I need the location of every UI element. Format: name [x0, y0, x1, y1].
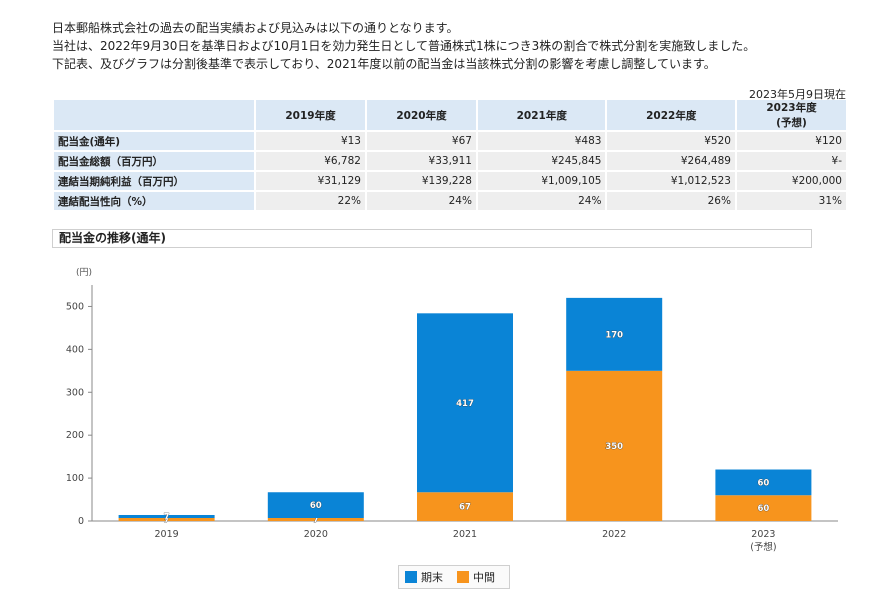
bar-segment — [566, 297, 663, 371]
y-tick-label: 500 — [66, 301, 84, 312]
y-tick-label: 400 — [66, 344, 84, 355]
table-row: 配当金総額（百万円） ¥6,782 ¥33,911 ¥245,845 ¥264,… — [54, 152, 846, 170]
table-cell: ¥120 — [736, 132, 846, 150]
x-tick-label: 2019 — [155, 529, 179, 540]
table-cell: ¥1,012,523 — [607, 172, 735, 190]
x-tick-label: 2022 — [602, 529, 626, 540]
legend-swatch-chukan — [457, 571, 469, 583]
chart-legend: 期末 中間 — [398, 565, 510, 589]
bar-data-label: 7 — [164, 515, 170, 525]
as-of-date: 2023年5月9日現在 — [749, 88, 846, 101]
bar-segment — [417, 313, 513, 493]
table-cell: ¥520 — [607, 132, 735, 150]
y-tick-label: 100 — [66, 473, 84, 484]
bar-data-label: 7 — [164, 512, 170, 522]
table-corner — [54, 100, 254, 130]
col-header-2022: 2022年度 — [607, 100, 735, 130]
x-tick-label: 2021 — [453, 529, 477, 540]
row-label: 配当金(通年) — [54, 132, 254, 150]
y-tick-label: 0 — [78, 516, 84, 527]
bar-segment — [118, 517, 215, 521]
legend-swatch-kimatsu — [405, 571, 417, 583]
table-cell: ¥245,845 — [477, 152, 606, 170]
y-tick-label: 200 — [66, 430, 84, 441]
bar-segment — [417, 492, 513, 521]
bar-segment — [715, 495, 812, 521]
bar-segment — [118, 514, 215, 518]
table-row: 連結配当性向（%） 22% 24% 24% 26% 31% — [54, 192, 846, 210]
table-cell: ¥- — [736, 152, 846, 170]
intro-text: 日本郵船株式会社の過去の配当実績および見込みは以下の通りとなります。 当社は、2… — [52, 19, 755, 73]
bar-segment — [715, 469, 812, 496]
intro-line-1: 日本郵船株式会社の過去の配当実績および見込みは以下の通りとなります。 — [52, 21, 459, 35]
bar-data-label: 417 — [456, 399, 474, 409]
row-label: 連結当期純利益（百万円） — [54, 172, 254, 190]
bar-data-label: 60 — [757, 504, 769, 514]
table-cell: 22% — [256, 192, 365, 210]
x-tick-sublabel: (予想) — [750, 541, 776, 553]
table-cell: 26% — [607, 192, 735, 210]
x-tick-label: 2023 — [751, 529, 775, 540]
chart-section-title: 配当金の推移(通年) — [52, 229, 812, 248]
bar-data-label: 170 — [605, 330, 623, 340]
bar-data-label: 350 — [605, 442, 623, 452]
bar-data-label: 60 — [310, 501, 322, 511]
intro-line-3: 下記表、及びグラフは分割後基準で表示しており、2021年度以前の配当金は当該株式… — [52, 57, 716, 71]
table-cell: ¥483 — [477, 132, 606, 150]
table-row: 連結当期純利益（百万円） ¥31,129 ¥139,228 ¥1,009,105… — [54, 172, 846, 190]
bar-segment — [267, 492, 364, 518]
legend-label-kimatsu: 期末 — [421, 571, 443, 584]
row-label: 連結配当性向（%） — [54, 192, 254, 210]
table-cell: ¥13 — [256, 132, 365, 150]
table-cell: 24% — [477, 192, 606, 210]
table-cell: ¥6,782 — [256, 152, 365, 170]
table-cell: ¥1,009,105 — [477, 172, 606, 190]
legend-item-kimatsu[interactable]: 期末 — [405, 569, 443, 585]
y-unit-label: (円) — [76, 267, 92, 278]
table-cell: 24% — [366, 192, 476, 210]
table-cell: ¥264,489 — [607, 152, 735, 170]
table-cell: ¥200,000 — [736, 172, 846, 190]
bar-segment — [267, 517, 364, 521]
table-cell: ¥67 — [366, 132, 476, 150]
bar-data-label: 60 — [757, 478, 769, 488]
table-cell: 31% — [736, 192, 846, 210]
col-header-2023: 2023年度 (予想) — [736, 100, 846, 130]
bar-data-label: 7 — [313, 515, 319, 525]
legend-label-chukan: 中間 — [473, 571, 495, 584]
x-tick-label: 2020 — [304, 529, 328, 540]
intro-line-2: 当社は、2022年9月30日を基準日および10月1日を効力発生日として普通株式1… — [52, 39, 756, 53]
table-row: 配当金(通年) ¥13 ¥67 ¥483 ¥520 ¥120 — [54, 132, 846, 150]
bar-segment — [566, 370, 663, 521]
table-cell: ¥31,129 — [256, 172, 365, 190]
col-header-2019: 2019年度 — [256, 100, 365, 130]
table-cell: ¥33,911 — [366, 152, 476, 170]
dividend-stacked-bar-chart: (円)0100200300400500772019760202067417202… — [66, 267, 838, 553]
col-header-2020: 2020年度 — [366, 100, 476, 130]
row-label: 配当金総額（百万円） — [54, 152, 254, 170]
col-header-2021: 2021年度 — [477, 100, 606, 130]
table-cell: ¥139,228 — [366, 172, 476, 190]
legend-item-chukan[interactable]: 中間 — [457, 569, 495, 585]
dividend-table: 2019年度 2020年度 2021年度 2022年度 2023年度 (予想) 配… — [52, 98, 848, 212]
bar-data-label: 67 — [459, 503, 471, 513]
y-tick-label: 300 — [66, 387, 84, 398]
